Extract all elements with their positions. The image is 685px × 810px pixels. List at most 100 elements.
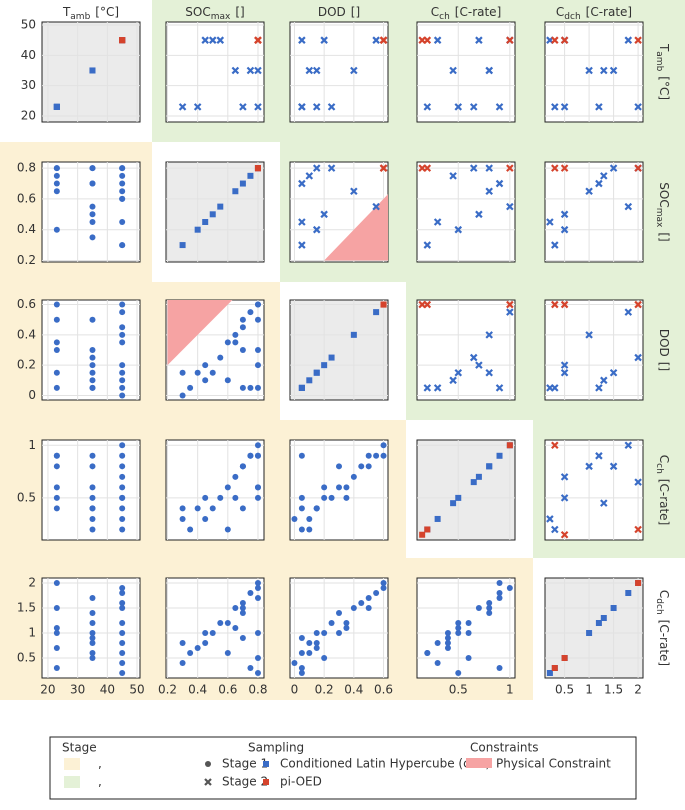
row-title: Cch [C-rate] [655, 455, 672, 526]
point [546, 384, 554, 392]
point [194, 505, 201, 512]
point [634, 300, 642, 309]
point [551, 525, 559, 534]
point [254, 384, 261, 391]
point [423, 241, 432, 249]
point [600, 66, 608, 75]
point [53, 316, 60, 323]
point [53, 188, 60, 195]
point [298, 384, 305, 391]
point [216, 36, 225, 44]
point [336, 463, 342, 470]
point [506, 164, 514, 172]
point [313, 369, 320, 376]
panel [417, 162, 515, 262]
point [89, 347, 96, 353]
point [119, 331, 126, 338]
point [609, 462, 618, 471]
point [209, 630, 216, 636]
point [298, 36, 306, 44]
point [506, 442, 513, 449]
point [423, 164, 432, 172]
point [328, 620, 335, 626]
var-unit: [C-rate] [658, 620, 672, 666]
point [119, 165, 126, 172]
point [423, 300, 432, 309]
y-tick-label: 0 [28, 388, 36, 402]
x-tick-label: 0.2 [315, 683, 334, 697]
var-symbol: T [62, 5, 71, 19]
point [53, 226, 60, 233]
var-symbol: T [658, 43, 672, 52]
point [53, 463, 60, 470]
point [239, 384, 246, 391]
x-tick-label: 1 [585, 683, 593, 697]
point [246, 66, 255, 75]
point [53, 384, 60, 391]
point [89, 463, 96, 470]
point [224, 484, 231, 491]
point [53, 484, 60, 491]
point [506, 308, 514, 316]
point [470, 479, 477, 486]
panel [417, 300, 515, 400]
point [53, 505, 60, 512]
y-tick-label: 30 [21, 78, 36, 92]
point [179, 242, 186, 249]
legend-title: Constraints [470, 741, 538, 755]
point [449, 172, 457, 180]
column-title: DOD [] [318, 5, 360, 19]
point [298, 218, 306, 226]
point [119, 515, 126, 522]
point [119, 180, 126, 187]
legend-swatch [64, 758, 80, 770]
point [312, 225, 321, 234]
point [379, 36, 388, 44]
point [350, 66, 358, 75]
point [254, 452, 261, 459]
point [89, 211, 96, 218]
x-tick-label: 0.4 [188, 683, 207, 697]
point [465, 655, 472, 661]
point [450, 500, 457, 507]
point [455, 625, 462, 631]
point [298, 635, 305, 641]
point [239, 463, 246, 470]
point [379, 164, 388, 172]
point [469, 353, 478, 362]
panel [290, 440, 388, 540]
point [298, 505, 305, 512]
point [239, 103, 247, 111]
point [224, 620, 231, 626]
legend-title: Stage [62, 741, 97, 755]
var-sub: amb [655, 51, 665, 71]
point [194, 226, 201, 233]
y-tick-label: 0.5 [17, 490, 36, 504]
point [119, 188, 126, 195]
legend-label: , [98, 775, 102, 789]
point [119, 670, 126, 676]
point [232, 494, 239, 501]
point [298, 103, 306, 111]
point [634, 478, 642, 486]
point [202, 362, 209, 369]
point [380, 585, 387, 591]
point [178, 103, 187, 111]
panel [545, 440, 643, 540]
point [312, 66, 321, 75]
point [119, 484, 126, 491]
point [306, 515, 313, 522]
point [254, 670, 261, 676]
point [312, 103, 321, 111]
x-tick-label: 0.5 [449, 683, 468, 697]
point [423, 36, 432, 44]
point [291, 660, 298, 666]
point [485, 66, 493, 75]
point [53, 645, 60, 651]
point [254, 580, 261, 586]
point [179, 369, 186, 376]
point [247, 590, 254, 596]
point [624, 36, 633, 44]
point [506, 202, 514, 211]
point [89, 354, 96, 361]
